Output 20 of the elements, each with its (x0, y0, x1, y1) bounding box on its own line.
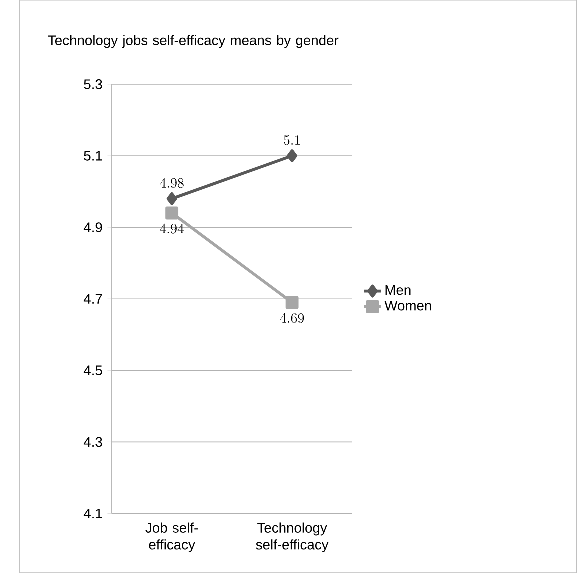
y-tick-label: 4.5 (84, 366, 102, 376)
y-tick-label: 5.1 (84, 150, 102, 161)
legend-label: Women (384, 300, 432, 311)
data-label: 4.98 (160, 178, 184, 188)
data-label: 4.94 (160, 224, 184, 234)
point (166, 206, 179, 220)
y-tick-label: 4.9 (84, 222, 102, 232)
data-label: 4.69 (280, 313, 304, 324)
y-tick-label: 4.7 (84, 294, 102, 304)
point (287, 149, 298, 162)
point (286, 296, 299, 309)
data-label: 5. 1 (284, 135, 300, 146)
chart-title: Technology jobs self-efficacy means by gender (48, 35, 339, 48)
x-tick-label: Job self-efficacy (146, 522, 198, 552)
y-tick-label: 5.3 (84, 79, 102, 90)
legend-label: Men (386, 285, 411, 296)
point (166, 192, 178, 206)
y-tick-label: 4.1 (84, 508, 102, 518)
x-tick-label: Technology self-efficacy (256, 522, 329, 552)
y-tick-label: 4.3 (84, 437, 102, 447)
